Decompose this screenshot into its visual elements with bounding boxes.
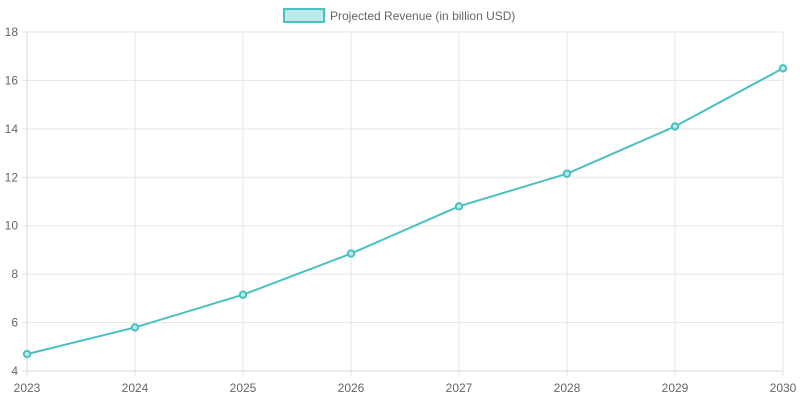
x-tick-label: 2029 [662, 381, 689, 395]
data-point[interactable] [778, 64, 788, 73]
data-point[interactable] [562, 169, 572, 178]
data-point[interactable] [238, 290, 248, 299]
series-layer [22, 64, 788, 359]
data-point[interactable] [670, 122, 680, 131]
legend[interactable]: Projected Revenue (in billion USD) [283, 8, 515, 23]
y-tick-label: 6 [11, 316, 18, 330]
legend-label[interactable]: Projected Revenue (in billion USD) [330, 9, 515, 23]
x-tick-label: 2025 [230, 381, 257, 395]
x-tick-label: 2028 [554, 381, 581, 395]
data-point[interactable] [22, 349, 32, 359]
y-tick-label: 8 [11, 267, 18, 281]
y-tick-label: 18 [5, 25, 19, 39]
y-axis-ticks: 4 6 8 10 12 14 16 18 [5, 25, 27, 378]
y-tick-label: 10 [5, 219, 19, 233]
data-point[interactable] [346, 249, 356, 258]
x-tick-label: 2027 [446, 381, 473, 395]
data-point[interactable] [454, 202, 464, 211]
grid-lines [26, 31, 784, 376]
x-tick-label: 2024 [122, 381, 149, 395]
y-tick-label: 12 [5, 170, 19, 184]
x-tick-label: 2030 [770, 381, 797, 395]
x-axis-ticks: 2023 2024 2025 2026 2027 2028 2029 2030 [14, 381, 797, 395]
legend-swatch[interactable] [283, 8, 325, 23]
y-tick-label: 4 [11, 364, 18, 378]
x-tick-label: 2023 [14, 381, 41, 395]
data-point[interactable] [130, 323, 140, 332]
axes [26, 32, 783, 372]
x-tick-label: 2026 [338, 381, 365, 395]
y-tick-label: 14 [5, 122, 19, 136]
series-line[interactable] [26, 67, 784, 356]
y-tick-label: 16 [5, 73, 19, 87]
